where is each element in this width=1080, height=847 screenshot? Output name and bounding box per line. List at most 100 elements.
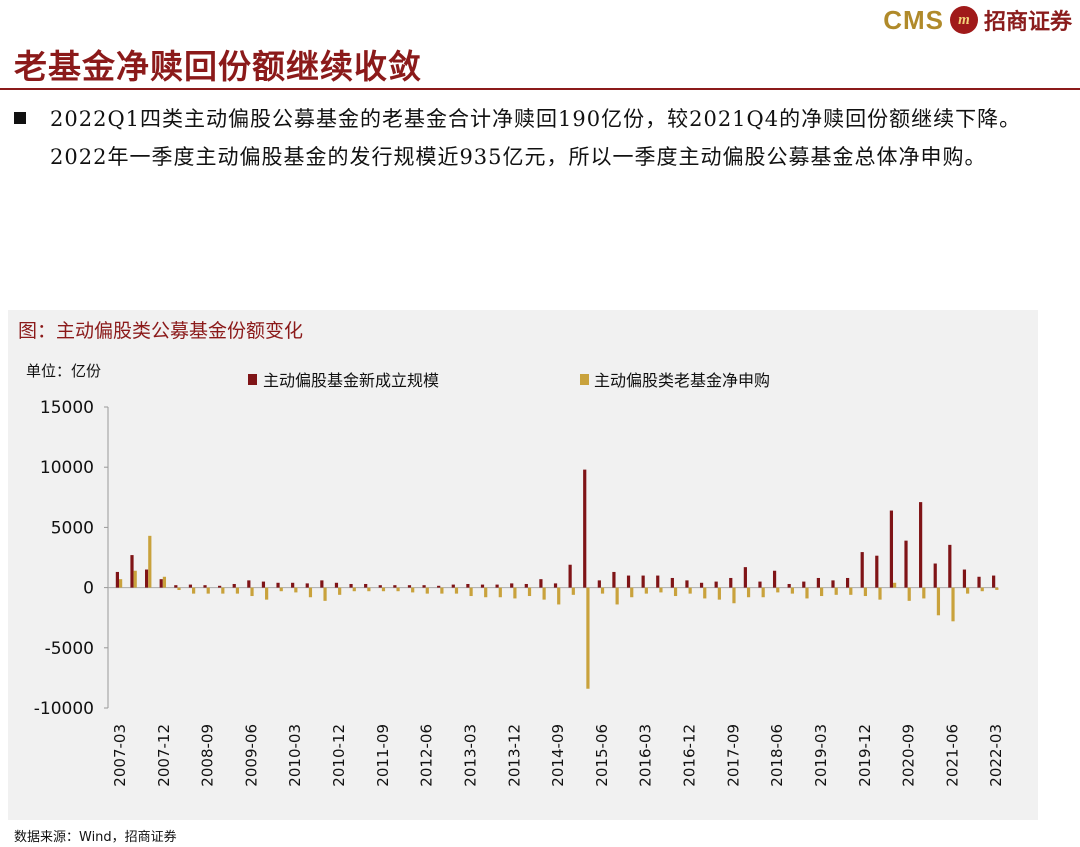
bar-old-fund <box>396 587 400 592</box>
x-tick-label: 2020-09 <box>900 724 918 787</box>
bar-old-fund <box>265 587 269 600</box>
bar-old-fund <box>907 587 911 601</box>
bar-new-fund <box>510 583 514 588</box>
bar-new-fund <box>334 582 339 588</box>
x-tick-label: 2007-03 <box>111 724 129 787</box>
bar-new-fund <box>583 469 587 588</box>
bar-new-fund <box>772 570 777 588</box>
bar-old-fund <box>148 535 152 588</box>
bar-old-fund <box>469 587 473 597</box>
bar-old-fund <box>673 587 678 597</box>
bar-new-fund <box>364 583 368 588</box>
bar-old-fund <box>513 587 517 599</box>
bar-old-fund <box>308 587 313 598</box>
bar-new-fund <box>992 575 996 588</box>
bar-old-fund <box>177 587 181 591</box>
title-divider <box>0 88 1080 90</box>
bar-old-fund <box>819 587 824 597</box>
bar-old-fund <box>776 587 780 593</box>
bar-new-fund <box>203 585 207 588</box>
bar-new-fund <box>159 579 163 588</box>
logo-cn-text: 招商证券 <box>983 9 1072 35</box>
bar-new-fund <box>948 544 952 588</box>
bullet-square-icon <box>14 112 26 124</box>
bar-old-fund <box>352 587 356 592</box>
bar-old-fund <box>586 587 590 689</box>
bar-new-fund <box>977 576 981 588</box>
bar-old-fund <box>805 587 809 599</box>
bar-new-fund <box>641 575 645 588</box>
bar-old-fund <box>192 587 196 594</box>
bar-new-fund <box>466 583 470 588</box>
legend-swatch-new-fund <box>248 374 257 385</box>
chart-title: 图：主动偏股类公募基金份额变化 <box>18 320 304 342</box>
bar-old-fund <box>790 587 794 594</box>
bar-new-fund <box>729 577 733 588</box>
x-tick-label: 2013-03 <box>461 724 479 787</box>
source-note: 数据来源：Wind，招商证券 <box>14 830 177 845</box>
bar-new-fund <box>831 580 835 588</box>
bar-new-fund <box>714 581 718 588</box>
bar-new-fund <box>422 585 426 588</box>
bar-old-fund <box>717 587 721 600</box>
x-tick-label: 2018-06 <box>768 724 786 787</box>
x-tick-label: 2016-03 <box>637 724 655 787</box>
bar-old-fund <box>834 587 838 595</box>
bar-old-fund <box>119 579 123 588</box>
bar-new-fund <box>743 567 747 588</box>
bar-old-fund <box>849 587 853 595</box>
bar-old-fund <box>133 570 137 588</box>
bar-new-fund <box>962 569 967 588</box>
bar-old-fund <box>615 587 619 605</box>
bar-old-fund <box>688 587 692 594</box>
bar-old-fund <box>644 587 648 594</box>
bar-old-fund <box>922 587 926 599</box>
bar-new-fund <box>378 585 382 588</box>
bar-old-fund <box>527 587 532 597</box>
y-tick-label: -10000 <box>34 699 94 719</box>
bar-new-fund <box>451 584 455 588</box>
bar-new-fund <box>758 581 762 588</box>
bar-new-fund <box>495 584 499 588</box>
x-tick-label: 2007-12 <box>155 724 173 787</box>
bar-new-fund <box>115 571 119 588</box>
x-tick-label: 2016-12 <box>681 724 699 787</box>
bar-old-fund <box>659 587 663 593</box>
bar-new-fund <box>130 555 134 588</box>
bar-new-fund <box>860 552 864 588</box>
bar-old-fund <box>440 587 444 594</box>
bar-new-fund <box>188 584 193 588</box>
bar-new-fund <box>261 581 266 588</box>
bar-old-fund <box>279 587 283 592</box>
bar-new-fund <box>553 583 558 588</box>
bar-new-fund <box>407 585 412 588</box>
bar-old-fund <box>425 587 429 594</box>
x-tick-label: 2012-06 <box>418 724 436 787</box>
bar-new-fund <box>685 580 689 588</box>
bar-old-fund <box>966 587 970 594</box>
bar-new-fund <box>305 583 309 588</box>
bar-new-fund <box>320 580 324 588</box>
chart-panel: 图：主动偏股类公募基金份额变化 单位：亿份 15000 10000 5000 0 -50… <box>8 310 1038 820</box>
x-tick-label: 2010-12 <box>330 724 348 787</box>
bar-old-fund <box>221 587 225 594</box>
bar-new-fund <box>247 580 251 588</box>
bar-new-fund <box>626 575 631 588</box>
bar-new-fund <box>802 581 806 588</box>
bar-old-fund <box>294 587 298 593</box>
bar-old-fund <box>235 587 240 594</box>
bar-old-fund <box>761 587 765 598</box>
bar-new-fund <box>612 571 616 588</box>
x-tick-label: 2011-09 <box>374 724 392 787</box>
bar-new-fund <box>845 577 850 588</box>
x-tick-label: 2014-09 <box>549 724 567 787</box>
bar-old-fund <box>162 576 167 588</box>
legend-label-old-fund: 主动偏股类老基金净申购 <box>594 371 770 390</box>
y-tick-label: 0 <box>83 579 94 599</box>
bar-new-fund <box>889 510 894 588</box>
bar-old-fund <box>936 587 941 616</box>
bar-new-fund <box>787 583 791 588</box>
legend-label-new-fund: 主动偏股基金新成立规模 <box>263 371 439 390</box>
bar-new-fund <box>276 582 280 588</box>
bar-old-fund <box>630 587 634 598</box>
